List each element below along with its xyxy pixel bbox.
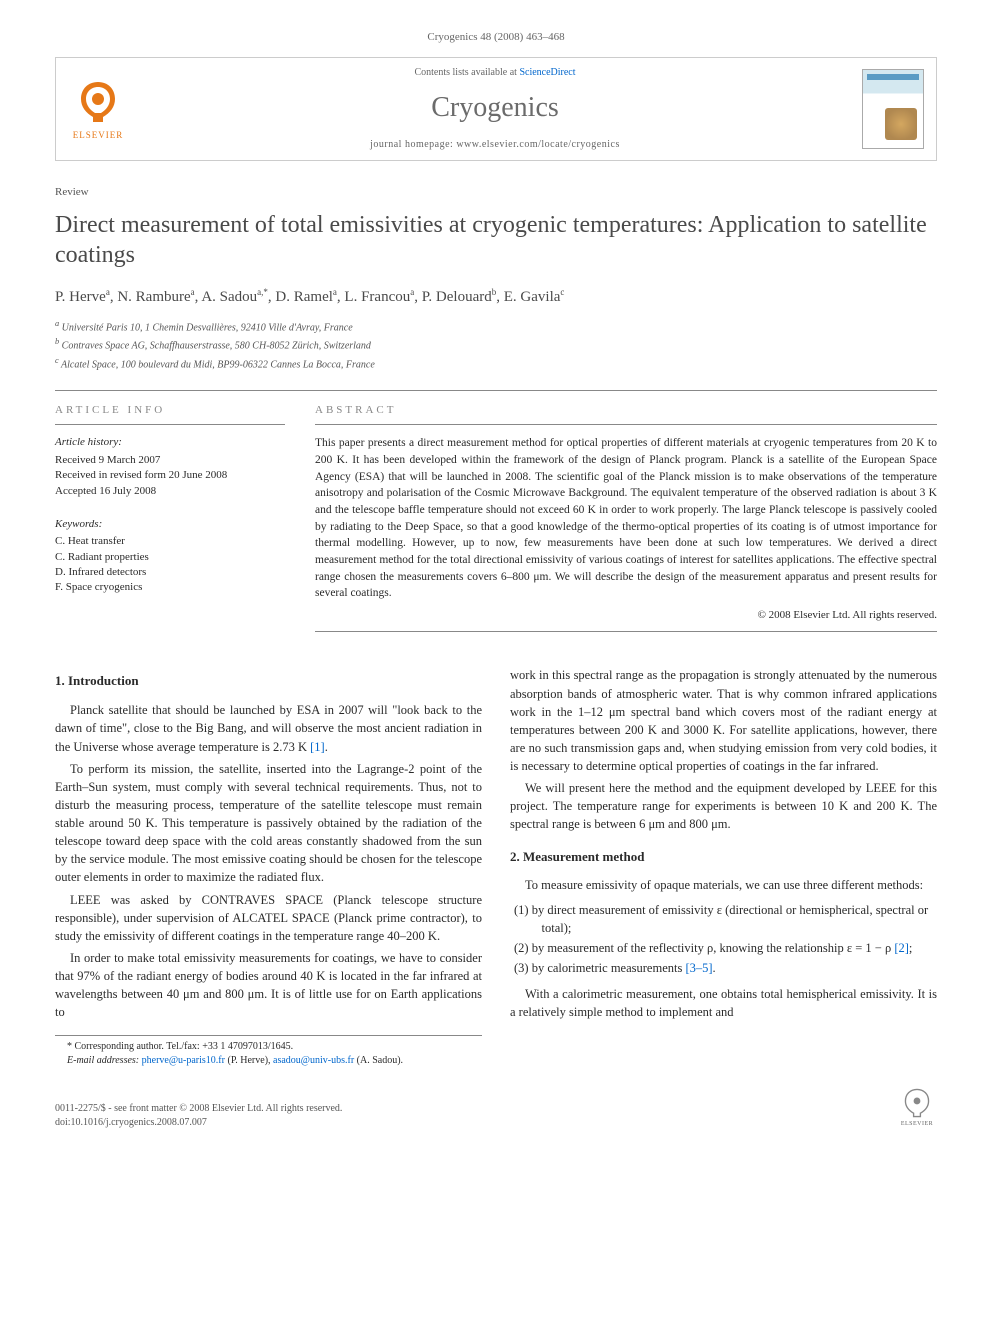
abstract-rule (315, 424, 937, 425)
keyword-2: C. Radiant properties (55, 550, 285, 565)
methods-list: (1) by direct measurement of emissivity … (514, 901, 937, 978)
section-1-heading: 1. Introduction (55, 672, 482, 691)
journal-cover-thumb (862, 69, 924, 149)
affiliations: a Université Paris 10, 1 Chemin Desvalli… (55, 318, 937, 372)
journal-title: Cryogenics (128, 88, 862, 127)
journal-homepage: journal homepage: www.elsevier.com/locat… (128, 138, 862, 152)
contents-list-line: Contents lists available at ScienceDirec… (128, 66, 862, 80)
authors-line: P. Hervea, N. Ramburea, A. Sadoua,*, D. … (55, 286, 937, 308)
sec2-para1: To measure emissivity of opaque material… (510, 876, 937, 894)
keyword-4: F. Space cryogenics (55, 580, 285, 595)
sec2-para2: With a calorimetric measurement, one obt… (510, 985, 937, 1021)
keyword-3: D. Infrared detectors (55, 565, 285, 580)
sec1-para6: We will present here the method and the … (510, 779, 937, 833)
elsevier-mini-logo: ELSEVIER (897, 1086, 937, 1130)
sec1-para3: LEEE was asked by CONTRAVES SPACE (Planc… (55, 891, 482, 945)
keywords-label: Keywords: (55, 517, 285, 532)
history-accepted: Accepted 16 July 2008 (55, 484, 285, 499)
ref-3-5-link[interactable]: [3–5] (685, 961, 712, 975)
ref-1-link[interactable]: [1] (310, 740, 325, 754)
abstract-text: This paper presents a direct measurement… (315, 435, 937, 602)
banner-center: Contents lists available at ScienceDirec… (128, 66, 862, 151)
email-1-link[interactable]: pherve@u-paris10.fr (142, 1055, 225, 1066)
method-1: (1) by direct measurement of emissivity … (514, 901, 937, 937)
elsevier-logo: ELSEVIER (68, 74, 128, 144)
method-3: (3) by calorimetric measurements [3–5]. (514, 959, 937, 977)
journal-banner: ELSEVIER Contents lists available at Sci… (55, 57, 937, 160)
history-received: Received 9 March 2007 (55, 453, 285, 468)
article-info: ARTICLE INFO Article history: Received 9… (55, 403, 285, 643)
article-title: Direct measurement of total emissivities… (55, 210, 937, 270)
affiliation-c: c Alcatel Space, 100 boulevard du Midi, … (55, 355, 937, 372)
abstract-copyright: © 2008 Elsevier Ltd. All rights reserved… (315, 608, 937, 623)
sec1-para5: work in this spectral range as the propa… (510, 666, 937, 775)
running-head: Cryogenics 48 (2008) 463–468 (55, 30, 937, 45)
article-info-heading: ARTICLE INFO (55, 403, 285, 418)
abstract-heading: ABSTRACT (315, 403, 937, 418)
abstract-bottom-rule (315, 631, 937, 632)
abstract: ABSTRACT This paper presents a direct me… (315, 403, 937, 643)
ref-2-link[interactable]: [2] (894, 941, 909, 955)
sciencedirect-link[interactable]: ScienceDirect (519, 67, 575, 78)
corresponding-author: * Corresponding author. Tel./fax: +33 1 … (55, 1040, 482, 1054)
divider (55, 390, 937, 391)
footer-doi: doi:10.1016/j.cryogenics.2008.07.007 (55, 1116, 342, 1130)
sec1-para4: In order to make total emissivity measur… (55, 949, 482, 1022)
sec1-para2: To perform its mission, the satellite, i… (55, 760, 482, 887)
keyword-1: C. Heat transfer (55, 534, 285, 549)
footer-front-matter: 0011-2275/$ - see front matter © 2008 El… (55, 1102, 342, 1116)
sec1-para1: Planck satellite that should be launched… (55, 701, 482, 755)
email-2-link[interactable]: asadou@univ-ubs.fr (273, 1055, 354, 1066)
body-columns: 1. Introduction Planck satellite that sh… (55, 666, 937, 1068)
elsevier-label: ELSEVIER (73, 129, 124, 142)
correspondence-block: * Corresponding author. Tel./fax: +33 1 … (55, 1035, 482, 1068)
info-rule (55, 424, 285, 425)
section-2-heading: 2. Measurement method (510, 848, 937, 867)
affiliation-b: b Contraves Space AG, Schaffhauserstrass… (55, 336, 937, 353)
article-type: Review (55, 185, 937, 200)
history-revised: Received in revised form 20 June 2008 (55, 468, 285, 483)
affiliation-a: a Université Paris 10, 1 Chemin Desvalli… (55, 318, 937, 335)
email-addresses: E-mail addresses: pherve@u-paris10.fr (P… (55, 1054, 482, 1068)
method-2: (2) by measurement of the reflectivity ρ… (514, 939, 937, 957)
page-footer: 0011-2275/$ - see front matter © 2008 El… (55, 1086, 937, 1130)
history-label: Article history: (55, 435, 285, 450)
